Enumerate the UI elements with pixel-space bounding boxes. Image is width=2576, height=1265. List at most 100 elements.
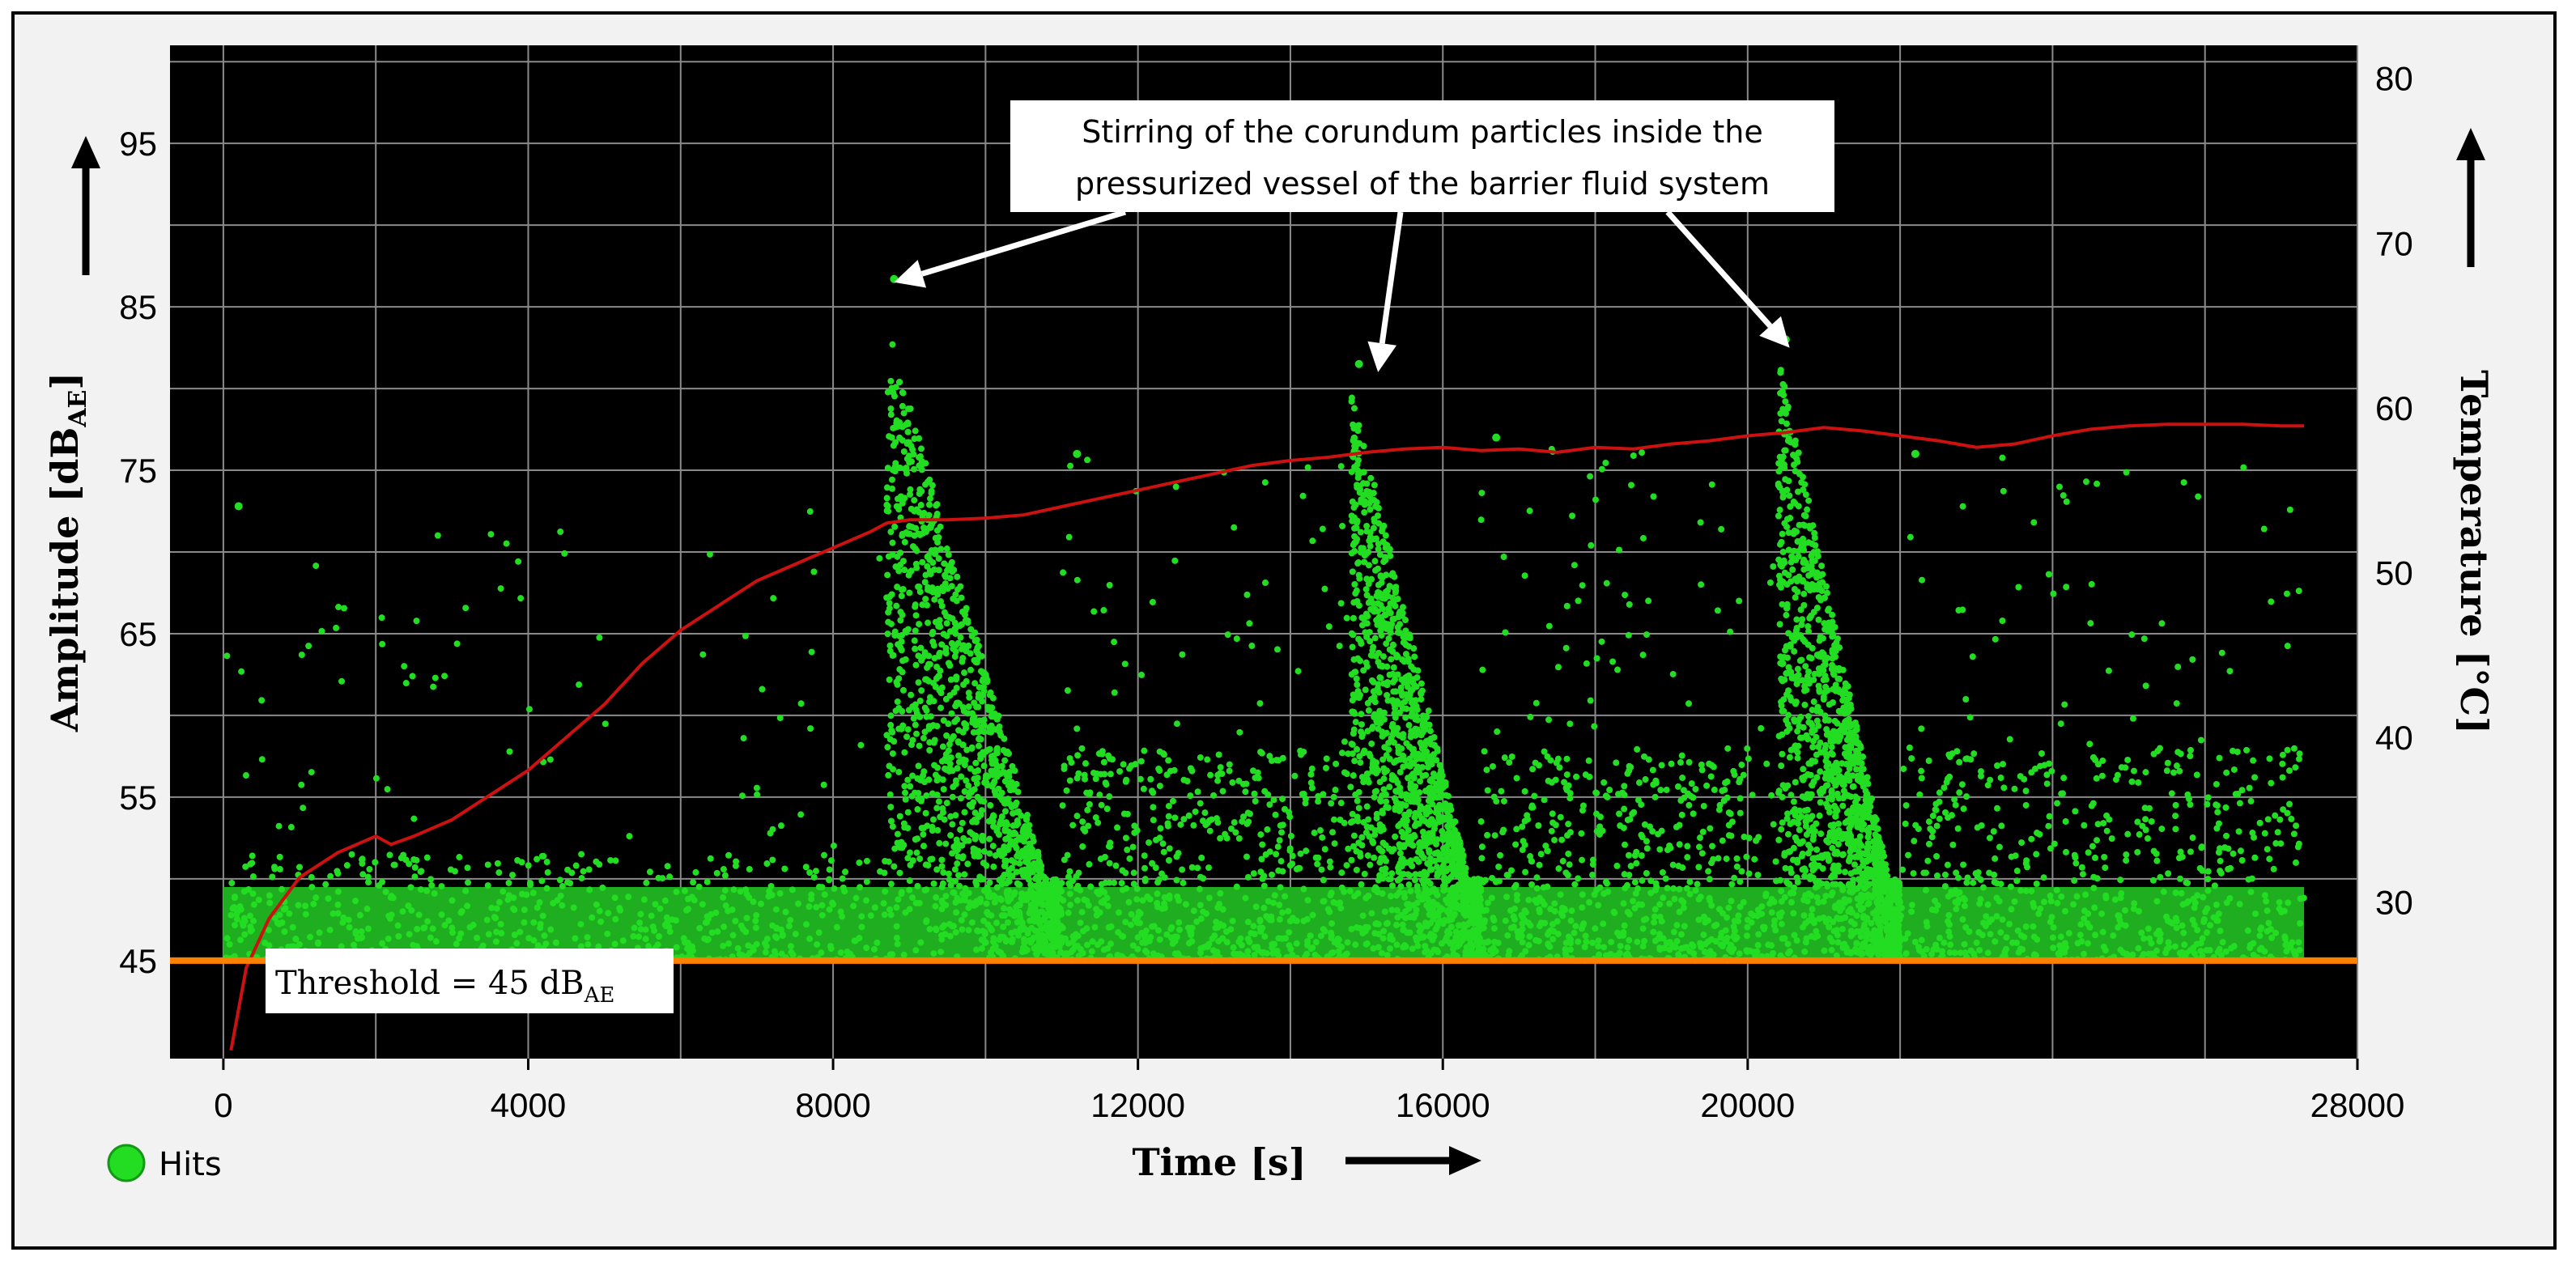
hit-point bbox=[1350, 614, 1357, 622]
hit-point bbox=[1473, 894, 1480, 901]
hit-point bbox=[1503, 872, 1511, 879]
hit-point bbox=[1165, 802, 1172, 809]
hit-point bbox=[339, 919, 346, 926]
hit-point bbox=[1073, 813, 1081, 820]
hit-point bbox=[1127, 921, 1134, 928]
hit-point bbox=[1328, 929, 1335, 936]
hit-point bbox=[802, 864, 810, 871]
hit-point bbox=[1343, 862, 1350, 869]
hit-point bbox=[1229, 917, 1236, 924]
hit-point bbox=[1244, 948, 1252, 955]
hit-point bbox=[815, 929, 823, 936]
hit-point bbox=[1871, 927, 1878, 934]
hit-point bbox=[1677, 759, 1684, 766]
hit-point bbox=[778, 950, 785, 957]
hit-point bbox=[1092, 775, 1099, 783]
hit-point bbox=[1670, 885, 1677, 892]
hit-point bbox=[567, 880, 574, 887]
hit-point bbox=[1349, 817, 1356, 825]
hit-point bbox=[382, 889, 389, 896]
hit-point bbox=[1424, 787, 1431, 794]
hit-point bbox=[1575, 597, 1582, 605]
hit-point bbox=[269, 873, 276, 881]
hit-point bbox=[1375, 540, 1382, 547]
hit-point bbox=[1345, 845, 1352, 852]
hit-point bbox=[707, 855, 714, 862]
hit-point bbox=[1730, 945, 1737, 953]
hit-point bbox=[721, 872, 729, 879]
hit-point bbox=[1443, 792, 1450, 799]
hit-point bbox=[965, 904, 972, 911]
hit-point-peak bbox=[234, 502, 243, 511]
hit-point bbox=[1133, 885, 1141, 893]
hit-point bbox=[906, 906, 913, 913]
hit-point bbox=[1119, 886, 1126, 894]
hit-point bbox=[1656, 946, 1664, 953]
hit-point bbox=[1539, 898, 1546, 905]
hit-point bbox=[1398, 800, 1405, 808]
hit-point bbox=[1332, 787, 1339, 794]
hit-point bbox=[980, 798, 988, 805]
hit-point bbox=[664, 863, 671, 870]
hit-point bbox=[1175, 897, 1182, 904]
hit-point bbox=[1417, 871, 1424, 878]
hit-point bbox=[1300, 748, 1307, 755]
hit-point bbox=[959, 741, 967, 749]
hit-point bbox=[249, 852, 256, 860]
hit-point bbox=[1494, 940, 1502, 947]
hit-point bbox=[1118, 880, 1125, 887]
hit-point bbox=[1081, 896, 1088, 903]
hit-point bbox=[1766, 579, 1774, 586]
hit-point bbox=[1001, 863, 1008, 870]
hit-point bbox=[1279, 868, 1286, 875]
hit-point bbox=[1201, 809, 1209, 817]
hit-point bbox=[1554, 664, 1562, 671]
hit-point bbox=[960, 642, 967, 649]
hit-point bbox=[1350, 405, 1358, 412]
hit-point bbox=[1030, 934, 1037, 941]
hit-point bbox=[962, 838, 969, 845]
hit-point bbox=[1392, 833, 1399, 840]
hit-point bbox=[1495, 863, 1503, 870]
hit-point bbox=[1451, 826, 1458, 834]
hit-point bbox=[1626, 911, 1633, 918]
hit-point bbox=[1399, 921, 1406, 928]
hit-point bbox=[863, 897, 870, 904]
hit-point bbox=[271, 915, 278, 922]
hit-point bbox=[1638, 831, 1645, 838]
hit-point bbox=[1343, 614, 1350, 622]
hit-point bbox=[767, 830, 774, 837]
hit-point bbox=[803, 921, 810, 928]
hit-point bbox=[955, 752, 963, 759]
hit-point bbox=[876, 554, 883, 562]
hit-point bbox=[1639, 925, 1647, 932]
hit-point bbox=[1699, 828, 1707, 835]
hit-point bbox=[1641, 821, 1648, 828]
hit-point bbox=[1413, 934, 1420, 941]
hit-point bbox=[1396, 769, 1404, 776]
hit-point bbox=[1645, 597, 1652, 605]
hit-point bbox=[379, 640, 386, 647]
hit-point bbox=[1361, 509, 1368, 516]
hit-point bbox=[1711, 922, 1718, 929]
hit-point bbox=[322, 881, 329, 888]
hit-point bbox=[980, 762, 988, 770]
hit-point bbox=[266, 892, 273, 899]
hit-point bbox=[1311, 830, 1318, 837]
hit-point bbox=[495, 869, 503, 877]
hit-point bbox=[359, 871, 367, 878]
hit-point bbox=[1666, 842, 1673, 849]
hit-point bbox=[300, 804, 307, 812]
hit-point bbox=[937, 690, 945, 697]
hit-point bbox=[863, 878, 870, 885]
hit-point bbox=[1642, 776, 1649, 783]
hit-point bbox=[1278, 829, 1286, 836]
hit-point bbox=[914, 882, 921, 889]
hit-point bbox=[871, 904, 878, 911]
hit-point bbox=[1339, 523, 1346, 530]
hit-point bbox=[1447, 902, 1455, 910]
hit-point bbox=[1444, 809, 1452, 816]
hit-point bbox=[1362, 894, 1370, 902]
hit-point bbox=[1748, 910, 1755, 917]
hit-point bbox=[1698, 761, 1705, 768]
